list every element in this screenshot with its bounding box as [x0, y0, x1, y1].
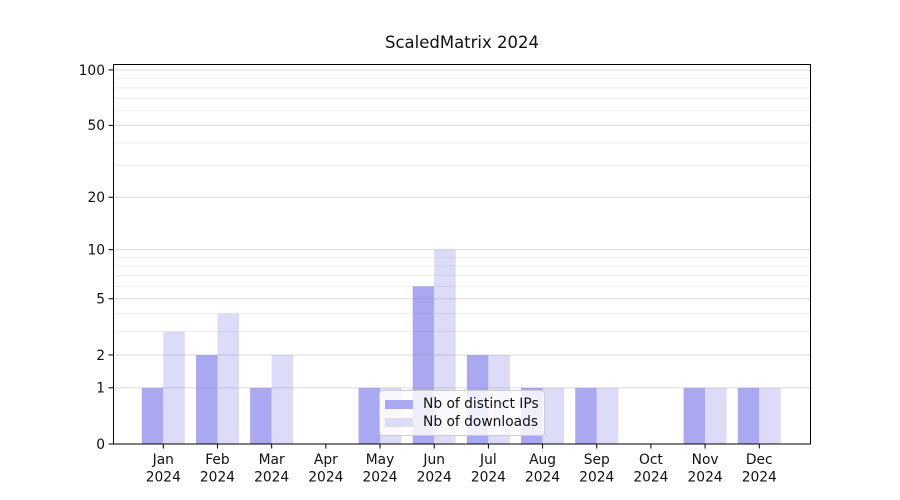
x-tick-label-year-may: 2024 [362, 470, 397, 486]
x-tick-label-month-may: May [366, 452, 395, 468]
legend-swatch-distinct-ips [385, 399, 413, 409]
x-tick-label-month-mar: Mar [259, 452, 285, 468]
legend-label-downloads: Nb of downloads [423, 414, 539, 430]
bar-ips-dec [737, 387, 760, 444]
bar-ips-mar [250, 387, 272, 444]
bar-downloads-feb [217, 313, 239, 444]
y-tick-label-10: 10 [87, 242, 105, 258]
chart-title: ScaledMatrix 2024 [384, 33, 540, 52]
bar-ips-feb [195, 354, 218, 444]
x-tick-label-month-apr: Apr [314, 452, 338, 468]
y-tick-label-20: 20 [87, 190, 105, 206]
x-tick-label-year-apr: 2024 [308, 470, 343, 486]
y-tick-label-0: 0 [96, 437, 105, 453]
x-tick-label-month-nov: Nov [692, 452, 719, 468]
bar-downloads-jan [163, 331, 185, 444]
y-tick-label-50: 50 [87, 118, 105, 134]
x-tick-label-month-feb: Feb [205, 452, 229, 468]
x-tick-label-year-nov: 2024 [688, 470, 723, 486]
x-tick-label-year-dec: 2024 [742, 470, 777, 486]
x-tick-label-month-oct: Oct [639, 452, 663, 468]
x-tick-label-month-jun: Jun [422, 452, 445, 468]
x-tick-label-month-aug: Aug [529, 452, 556, 468]
x-tick-label-year-jun: 2024 [417, 470, 452, 486]
x-tick-label-month-sep: Sep [584, 452, 610, 468]
bar-downloads-nov [705, 387, 727, 444]
legend-swatch-downloads [385, 417, 413, 427]
bar-downloads-dec [759, 387, 781, 444]
bar-ips-sep [575, 387, 597, 444]
x-tick-label-month-dec: Dec [746, 452, 773, 468]
legend-item-downloads: Nb of downloads [384, 413, 538, 431]
y-tick-label-5: 5 [96, 292, 105, 308]
x-tick-label-year-feb: 2024 [200, 470, 235, 486]
legend-label-distinct-ips: Nb of distinct IPs [423, 396, 539, 412]
bar-downloads-sep [596, 387, 619, 444]
x-tick-label-year-aug: 2024 [525, 470, 560, 486]
legend: Nb of distinct IPs Nb of downloads [379, 390, 545, 436]
x-tick-label-year-jan: 2024 [146, 470, 181, 486]
bar-ips-jan [141, 387, 164, 444]
bar-downloads-aug [542, 387, 565, 444]
plot-border [113, 64, 811, 445]
x-tick-label-year-oct: 2024 [633, 470, 668, 486]
bar-downloads-mar [271, 354, 294, 444]
bar-ips-may [358, 387, 381, 444]
bar-ips-nov [683, 387, 706, 444]
y-tick-label-2: 2 [96, 348, 105, 364]
x-tick-label-year-mar: 2024 [254, 470, 289, 486]
x-tick-label-year-jul: 2024 [471, 470, 506, 486]
legend-item-distinct-ips: Nb of distinct IPs [384, 395, 539, 413]
y-tick-label-1: 1 [96, 381, 105, 397]
x-tick-label-year-sep: 2024 [579, 470, 614, 486]
x-tick-label-month-jul: Jul [479, 452, 497, 468]
y-tick-label-100: 100 [79, 63, 105, 79]
x-tick-label-month-jan: Jan [152, 452, 174, 468]
